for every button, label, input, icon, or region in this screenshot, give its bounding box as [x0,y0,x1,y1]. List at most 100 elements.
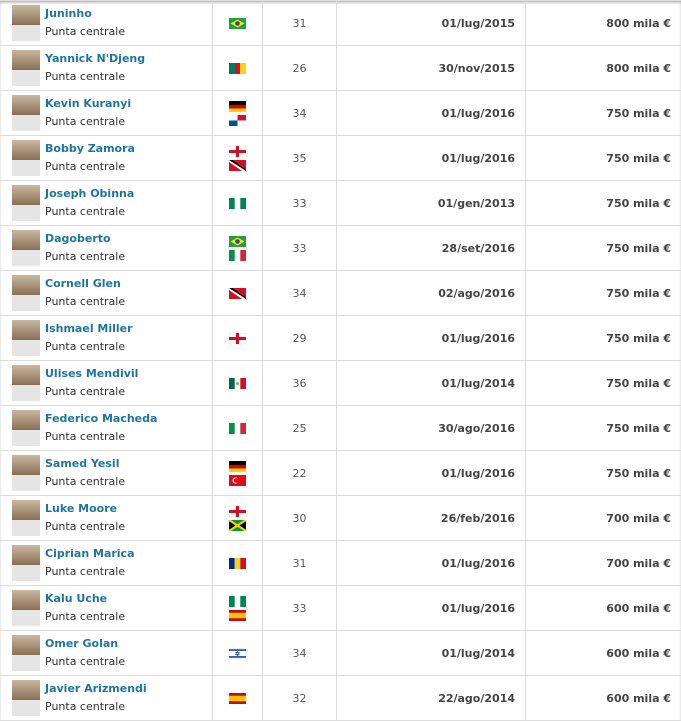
table-row: Luke Moore Punta centrale 30 26/feb/2016… [0,495,681,541]
player-name-link[interactable]: Kevin Kuranyi [45,97,132,110]
flag-nigeria-icon [229,595,246,607]
nationality-cell [212,360,263,406]
player-photo[interactable] [12,95,40,131]
market-value-cell[interactable]: 750 mila € [525,225,681,271]
market-value-cell[interactable]: 750 mila € [525,450,681,496]
player-photo[interactable] [12,545,40,581]
player-name-link[interactable]: Dagoberto [45,232,111,245]
nationality-cell [212,270,263,316]
player-cell: Federico Macheda Punta centrale [0,405,213,451]
player-name-link[interactable]: Federico Macheda [45,412,158,425]
market-value-cell[interactable]: 600 mila € [525,630,681,676]
player-name-link[interactable]: Joseph Obinna [45,187,135,200]
player-photo[interactable] [12,455,40,491]
player-photo[interactable] [12,410,40,446]
player-name-link[interactable]: Kalu Uche [45,592,108,605]
nationality-cell [212,315,263,361]
player-photo[interactable] [12,320,40,356]
table-row: Kalu Uche Punta centrale 33 01/lug/2016 … [0,585,681,631]
player-photo[interactable] [12,635,40,671]
flag-england-icon [229,145,246,157]
age-cell: 32 [262,675,337,721]
nationality-cell [212,90,263,136]
player-photo[interactable] [12,500,40,536]
player-position: Punta centrale [45,115,126,128]
contract-date-cell: 22/ago/2014 [336,675,526,721]
market-value-cell[interactable]: 700 mila € [525,540,681,586]
table-row: Bobby Zamora Punta centrale 35 01/lug/20… [0,135,681,181]
market-value-cell[interactable]: 600 mila € [525,675,681,721]
nationality-cell [212,540,263,586]
market-value-cell[interactable]: 750 mila € [525,405,681,451]
flag-spain-icon [229,609,246,621]
flag-germany-icon [229,100,246,112]
player-cell: Bobby Zamora Punta centrale [0,135,213,181]
player-name-link[interactable]: Ishmael Miller [45,322,133,335]
player-position: Punta centrale [45,565,126,578]
player-photo[interactable] [12,185,40,221]
market-value-cell[interactable]: 750 mila € [525,315,681,361]
age-cell: 31 [262,540,337,586]
player-photo[interactable] [12,230,40,266]
nationality-cell [212,0,263,46]
player-cell: Ulises Mendivil Punta centrale [0,360,213,406]
player-name-link[interactable]: Javier Arizmendi [45,682,147,695]
player-name-link[interactable]: Luke Moore [45,502,118,515]
player-name-link[interactable]: Ciprian Marica [45,547,135,560]
market-value-cell[interactable]: 750 mila € [525,180,681,226]
player-cell: Juninho Punta centrale [0,0,213,46]
player-name-link[interactable]: Ulises Mendivil [45,367,139,380]
player-cell: Javier Arizmendi Punta centrale [0,675,213,721]
flag-brazil-icon [229,235,246,247]
player-position: Punta centrale [45,25,126,38]
player-position: Punta centrale [45,520,126,533]
table-row: Omer Golan Punta centrale 34 01/lug/2014… [0,630,681,676]
player-name-link[interactable]: Yannick N'Djeng [45,52,146,65]
contract-date-cell: 30/nov/2015 [336,45,526,91]
contract-date-cell: 01/lug/2014 [336,630,526,676]
market-value-cell[interactable]: 750 mila € [525,135,681,181]
player-position: Punta centrale [45,295,126,308]
player-cell: Cornell Glen Punta centrale [0,270,213,316]
market-value-cell[interactable]: 800 mila € [525,45,681,91]
contract-date-cell: 01/lug/2016 [336,585,526,631]
player-name-link[interactable]: Cornell Glen [45,277,121,290]
player-cell: Joseph Obinna Punta centrale [0,180,213,226]
player-photo[interactable] [12,5,40,41]
table-row: Yannick N'Djeng Punta centrale 26 30/nov… [0,45,681,91]
market-value-cell[interactable]: 750 mila € [525,270,681,316]
contract-date-cell: 01/lug/2014 [336,360,526,406]
market-value-cell[interactable]: 800 mila € [525,0,681,46]
player-name-link[interactable]: Juninho [45,7,92,20]
player-name-link[interactable]: Bobby Zamora [45,142,135,155]
table-row: Joseph Obinna Punta centrale 33 01/gen/2… [0,180,681,226]
player-photo[interactable] [12,590,40,626]
market-value-cell[interactable]: 700 mila € [525,495,681,541]
player-photo[interactable] [12,275,40,311]
contract-date-cell: 30/ago/2016 [336,405,526,451]
player-name-link[interactable]: Samed Yesil [45,457,120,470]
age-cell: 35 [262,135,337,181]
age-cell: 36 [262,360,337,406]
market-value-cell[interactable]: 600 mila € [525,585,681,631]
player-photo[interactable] [12,365,40,401]
player-position: Punta centrale [45,475,126,488]
contract-date-cell: 01/gen/2013 [336,180,526,226]
market-value-cell[interactable]: 750 mila € [525,360,681,406]
player-photo[interactable] [12,50,40,86]
contract-date-cell: 01/lug/2016 [336,315,526,361]
age-cell: 22 [262,450,337,496]
player-name-link[interactable]: Omer Golan [45,637,119,650]
flag-italy-icon [229,422,246,434]
age-cell: 25 [262,405,337,451]
contract-date-cell: 02/ago/2016 [336,270,526,316]
player-photo[interactable] [12,680,40,716]
contract-date-cell: 01/lug/2016 [336,90,526,136]
table-row: Samed Yesil Punta centrale 22 01/lug/201… [0,450,681,496]
market-value-cell[interactable]: 750 mila € [525,90,681,136]
player-position: Punta centrale [45,250,126,263]
contract-date-cell: 01/lug/2015 [336,0,526,46]
player-photo[interactable] [12,140,40,176]
flag-panama-icon [229,114,246,126]
player-position: Punta centrale [45,340,126,353]
